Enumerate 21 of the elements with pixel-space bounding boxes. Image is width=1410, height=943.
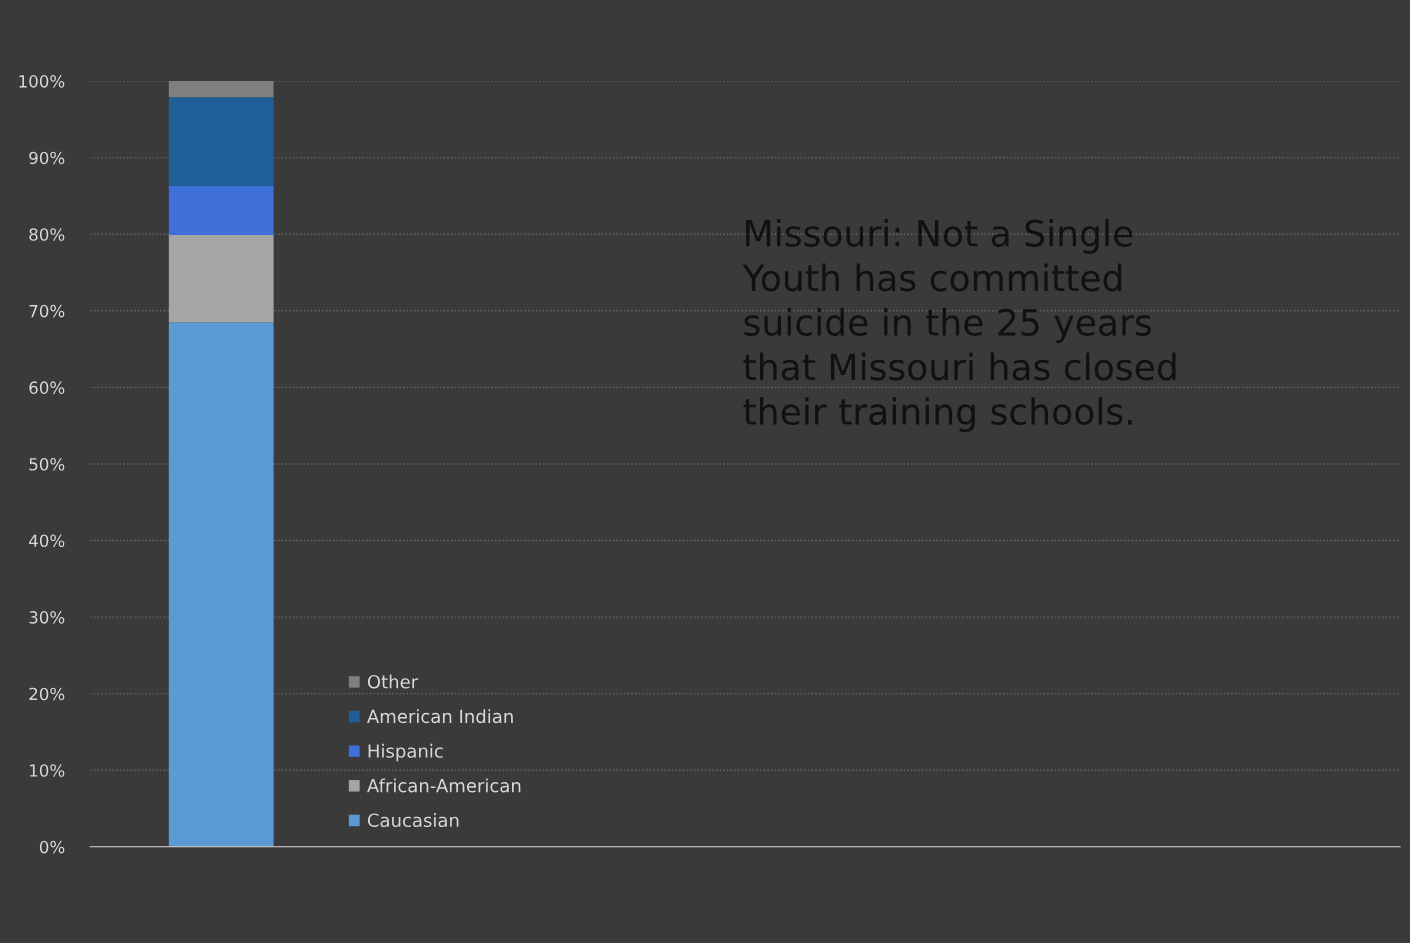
legend-label: Other bbox=[367, 674, 419, 689]
y-tick-label: 40% bbox=[29, 534, 65, 548]
y-tick-label: 90% bbox=[29, 151, 65, 165]
y-tick-label: 100% bbox=[19, 75, 65, 88]
y-tick-label: 30% bbox=[29, 611, 65, 624]
y-tick-label: 50% bbox=[29, 457, 65, 471]
y-tick-label: 10% bbox=[30, 764, 65, 777]
legend-label: African-American bbox=[367, 778, 521, 793]
legend-label: American Indian bbox=[367, 709, 513, 724]
bar bbox=[168, 235, 274, 323]
y-tick-label: 20% bbox=[29, 687, 65, 701]
bar bbox=[168, 97, 274, 186]
bar bbox=[168, 186, 274, 236]
legend-label: Hispanic bbox=[368, 743, 443, 762]
y-tick-label: 80% bbox=[29, 228, 65, 241]
y-tick-label: 70% bbox=[29, 304, 65, 318]
bar bbox=[168, 81, 274, 98]
legend-label: Caucasian bbox=[367, 813, 459, 828]
bar bbox=[168, 322, 274, 847]
y-tick-label: 0% bbox=[39, 840, 65, 854]
y-tick-label: 60% bbox=[29, 381, 65, 394]
